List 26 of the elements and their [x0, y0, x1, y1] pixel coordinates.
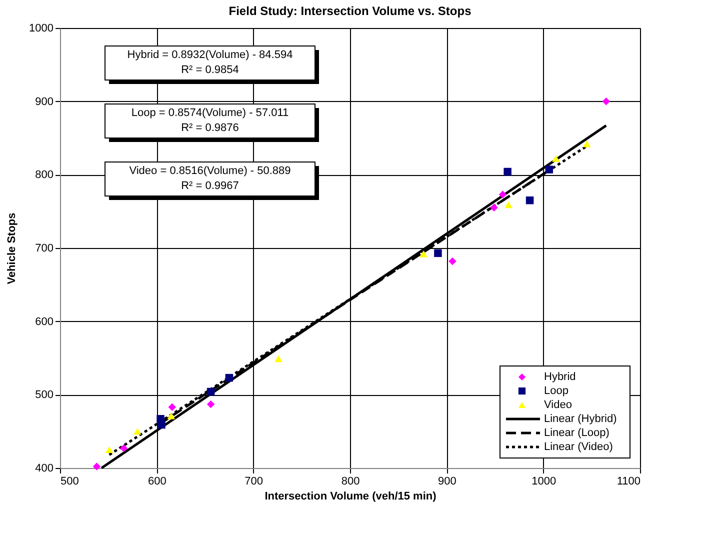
- x-tick-label: 700: [244, 476, 264, 488]
- legend-label: Linear (Hybrid): [544, 413, 617, 425]
- legend-label: Hybrid: [544, 371, 576, 383]
- x-tick-label: 1000: [532, 476, 556, 488]
- legend-label: Linear (Video): [544, 441, 613, 453]
- y-tick-label: 400: [35, 462, 54, 474]
- x-tick-label: 500: [60, 476, 79, 488]
- x-tick-label: 800: [341, 476, 360, 488]
- annotation: Loop = 0.8574(Volume) - 57.011 R² = 0.9876: [131, 107, 289, 134]
- y-tick-label: 1000: [29, 22, 54, 34]
- x-tick-label: 600: [148, 476, 166, 488]
- y-tick-label: 500: [35, 389, 54, 402]
- annotation: Hybrid = 0.8932(Volume) - 84.594 R² = 0.9854: [127, 49, 293, 76]
- y-tick-label: 900: [35, 96, 54, 108]
- y-tick-label: 700: [35, 242, 54, 254]
- x-tick-label: 1100: [616, 476, 640, 488]
- legend-label: Linear (Loop): [544, 427, 610, 439]
- chart-title: Field Study: Intersection Volume vs. Stops: [228, 4, 472, 18]
- legend-label: Video: [544, 399, 572, 411]
- legend-label: Loop: [544, 385, 568, 397]
- y-axis-title: Vehicle Stops: [6, 212, 18, 284]
- y-tick-label: 600: [35, 316, 54, 328]
- annotation: Video = 0.8516(Volume) - 50.889 R² = 0.9967: [129, 165, 291, 192]
- y-tick-label: 800: [35, 169, 54, 182]
- x-tick-label: 900: [438, 476, 456, 488]
- x-axis-title: Intersection Volume (veh/15 min): [264, 490, 437, 502]
